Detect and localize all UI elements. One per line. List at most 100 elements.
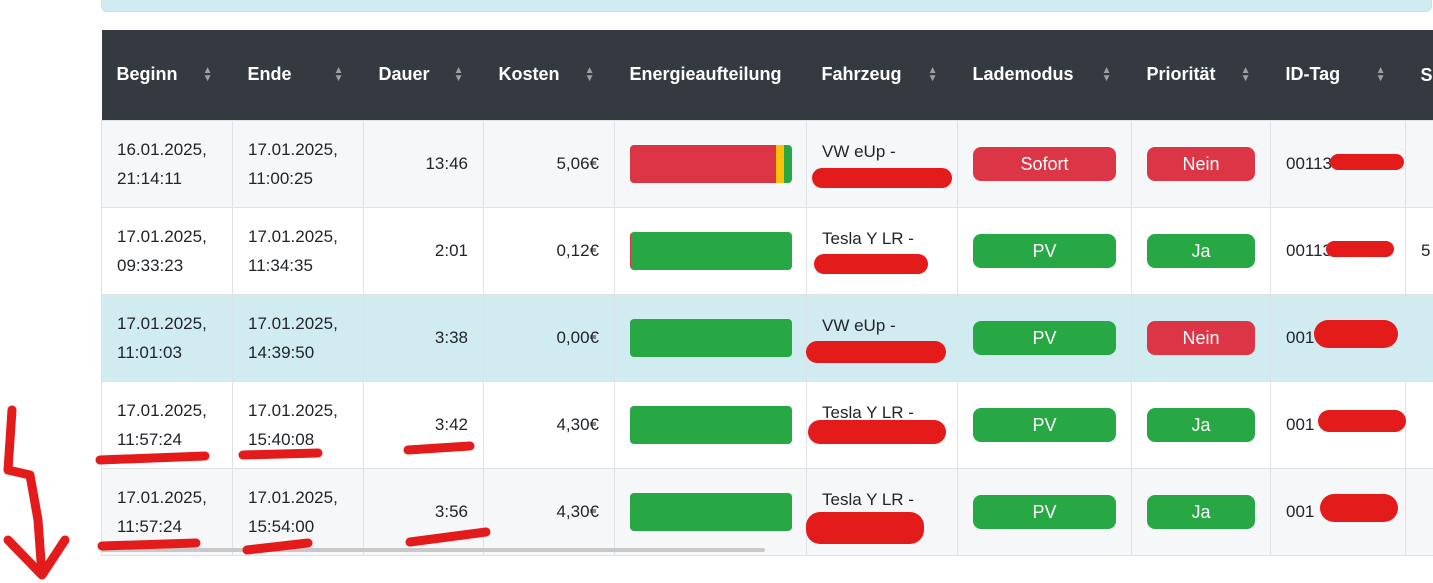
mode-badge: PV <box>973 407 1116 442</box>
table-row[interactable]: 16.01.2025, 21:14:11 17.01.2025, 11:00:2… <box>101 119 1433 208</box>
extra-cell: 5 <box>1405 206 1433 295</box>
column-header-fahrzeug[interactable]: Fahrzeug ▲ ▼ <box>806 30 958 120</box>
mode-cell: PV <box>957 293 1132 382</box>
priority-cell: Nein <box>1131 293 1271 382</box>
mode-cell: Sofort <box>957 119 1132 208</box>
energy-cell <box>614 380 807 469</box>
energy-pv-segment <box>783 144 792 183</box>
sort-icon[interactable]: ▲ ▼ <box>333 64 344 84</box>
column-header-lademodus[interactable]: Lademodus ▲ ▼ <box>957 30 1132 120</box>
idtag-cell: 001 <box>1270 467 1406 556</box>
energy-cell <box>614 293 807 382</box>
sort-icon[interactable]: ▲ ▼ <box>1375 64 1386 84</box>
table-row[interactable]: 17.01.2025, 11:01:03 17.01.2025, 14:39:5… <box>101 293 1433 382</box>
column-header-label: Priorität <box>1146 64 1216 85</box>
priority-badge: Nein <box>1147 146 1255 181</box>
sort-icon[interactable]: ▲ ▼ <box>1101 64 1112 84</box>
duration-cell: 13:46 <box>363 119 484 208</box>
end-cell: 17.01.2025, 11:34:35 <box>232 206 364 295</box>
priority-cell: Ja <box>1131 467 1271 556</box>
table-row[interactable]: 17.01.2025, 11:57:24 17.01.2025, 15:40:0… <box>101 380 1433 469</box>
sort-icon[interactable]: ▲ ▼ <box>453 64 464 84</box>
cost-cell: 4,30€ <box>483 467 615 556</box>
column-header-label: Energieaufteilung <box>629 64 782 85</box>
vehicle-cell: Tesla Y LR - <box>806 206 958 295</box>
sort-icon[interactable]: ▲ ▼ <box>927 64 938 84</box>
column-header-ende[interactable]: Ende ▲ ▼ <box>232 30 364 120</box>
energy-split-bar <box>630 144 792 183</box>
cost-cell: 0,12€ <box>483 206 615 295</box>
vehicle-cell: Tesla Y LR - <box>806 380 958 469</box>
energy-split-bar <box>630 405 792 444</box>
column-header-label: Dauer <box>378 64 430 85</box>
energy-pv-segment <box>630 492 792 531</box>
column-header-label: ID-Tag <box>1285 64 1341 85</box>
end-cell: 17.01.2025, 15:40:08 <box>232 380 364 469</box>
charging-sessions-table: Beginn ▲ ▼ Ende ▲ ▼ Dauer ▲ ▼ Kosten ▲ ▼ Energieauft… <box>101 30 1433 556</box>
mode-badge: PV <box>973 233 1116 268</box>
idtag-cell: 00113 <box>1270 206 1406 295</box>
priority-badge: Nein <box>1147 320 1255 355</box>
mode-badge: Sofort <box>973 146 1116 181</box>
energy-pv-segment <box>630 318 792 357</box>
extra-cell <box>1405 119 1433 208</box>
end-cell: 17.01.2025, 15:54:00 <box>232 467 364 556</box>
table-row[interactable]: 17.01.2025, 09:33:23 17.01.2025, 11:34:3… <box>101 206 1433 295</box>
begin-cell: 17.01.2025, 11:57:24 <box>101 467 233 556</box>
priority-badge: Ja <box>1147 494 1255 529</box>
cost-cell: 5,06€ <box>483 119 615 208</box>
energy-pv-segment <box>631 231 792 270</box>
duration-cell: 2:01 <box>363 206 484 295</box>
energy-split-bar <box>630 492 792 531</box>
mode-badge: PV <box>973 494 1116 529</box>
cost-cell: 4,30€ <box>483 380 615 469</box>
sort-icon[interactable]: ▲ ▼ <box>202 64 213 84</box>
column-header-beginn[interactable]: Beginn ▲ ▼ <box>101 30 233 120</box>
column-header-label: Ende <box>247 64 292 85</box>
energy-grid-segment <box>630 231 632 270</box>
idtag-cell: 001 <box>1270 380 1406 469</box>
vehicle-cell: Tesla Y LR - <box>806 467 958 556</box>
priority-cell: Ja <box>1131 206 1271 295</box>
mode-cell: PV <box>957 467 1132 556</box>
end-cell: 17.01.2025, 11:00:25 <box>232 119 364 208</box>
info-panel <box>101 0 1432 12</box>
duration-cell: 3:38 <box>363 293 484 382</box>
column-header-priorit-t[interactable]: Priorität ▲ ▼ <box>1131 30 1271 120</box>
priority-badge: Ja <box>1147 233 1255 268</box>
end-cell: 17.01.2025, 14:39:50 <box>232 293 364 382</box>
energy-cell <box>614 206 807 295</box>
priority-badge: Ja <box>1147 407 1255 442</box>
begin-cell: 17.01.2025, 11:57:24 <box>101 380 233 469</box>
column-header-kosten[interactable]: Kosten ▲ ▼ <box>483 30 615 120</box>
begin-cell: 17.01.2025, 09:33:23 <box>101 206 233 295</box>
extra-cell <box>1405 380 1433 469</box>
priority-cell: Ja <box>1131 380 1271 469</box>
energy-pv-segment <box>630 405 792 444</box>
extra-cell <box>1405 293 1433 382</box>
energy-split-bar <box>630 231 792 270</box>
begin-cell: 17.01.2025, 11:01:03 <box>101 293 233 382</box>
column-header-s-b[interactable]: S B <box>1405 30 1433 120</box>
sort-icon[interactable]: ▲ ▼ <box>584 64 595 84</box>
sort-icon[interactable]: ▲ ▼ <box>1240 64 1251 84</box>
energy-grid-segment <box>630 144 776 183</box>
mode-cell: PV <box>957 380 1132 469</box>
cost-cell: 0,00€ <box>483 293 615 382</box>
begin-cell: 16.01.2025, 21:14:11 <box>101 119 233 208</box>
energy-battery-segment <box>775 144 784 183</box>
idtag-cell: 001 <box>1270 293 1406 382</box>
duration-cell: 3:42 <box>363 380 484 469</box>
column-header-label: Fahrzeug <box>821 64 902 85</box>
horizontal-scrollbar[interactable] <box>101 548 765 552</box>
vehicle-cell: VW eUp - <box>806 119 958 208</box>
energy-cell <box>614 467 807 556</box>
priority-cell: Nein <box>1131 119 1271 208</box>
energy-cell <box>614 119 807 208</box>
column-header-energieaufteilung[interactable]: Energieaufteilung <box>614 30 807 120</box>
extra-cell <box>1405 467 1433 556</box>
column-header-id-tag[interactable]: ID-Tag ▲ ▼ <box>1270 30 1406 120</box>
column-header-dauer[interactable]: Dauer ▲ ▼ <box>363 30 484 120</box>
table-row[interactable]: 17.01.2025, 11:57:24 17.01.2025, 15:54:0… <box>101 467 1433 556</box>
column-header-label: Beginn <box>116 64 178 85</box>
